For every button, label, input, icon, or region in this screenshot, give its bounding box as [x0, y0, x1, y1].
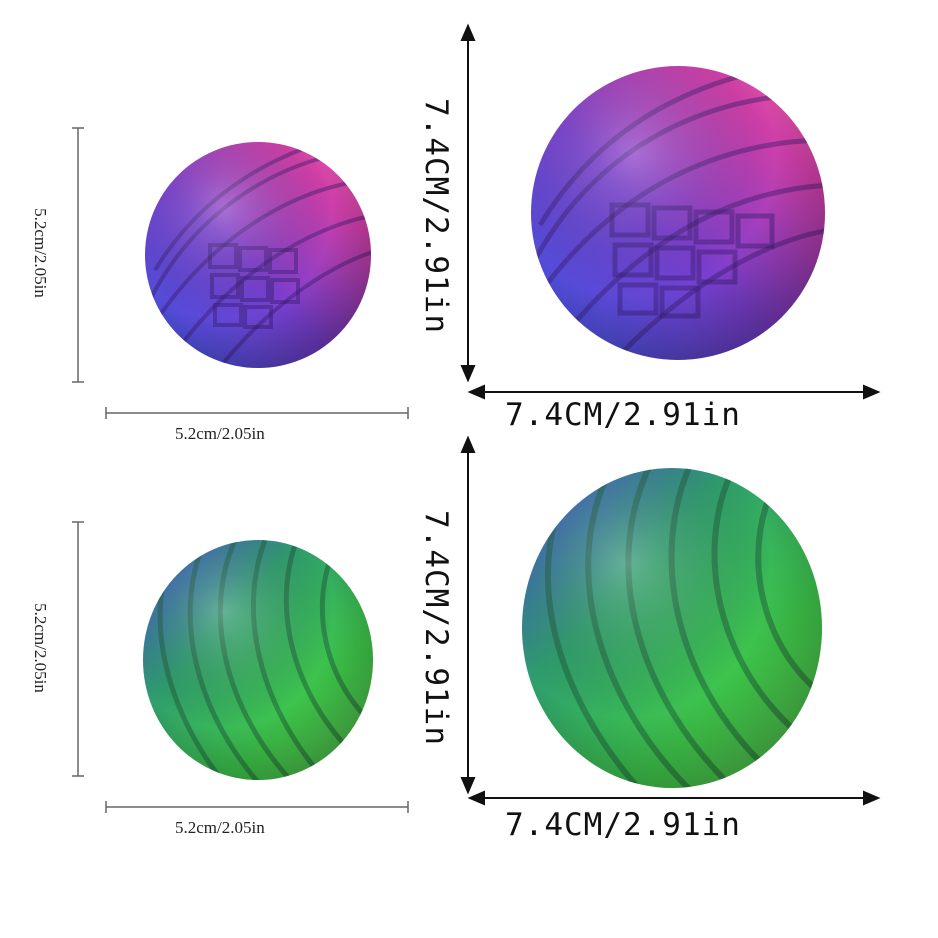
large-green-width-label: 7.4CM/2.91in	[505, 807, 741, 843]
small-green-width-label: 5.2cm/2.05in	[175, 818, 265, 837]
large-green-ball-image	[522, 468, 822, 788]
small-green-ball-image	[143, 540, 373, 780]
small-purple-height-label: 5.2cm/2.05in	[31, 208, 50, 298]
large-green-height-label: 7.4CM/2.91in	[418, 510, 454, 746]
small-purple-width-label: 5.2cm/2.05in	[175, 424, 265, 443]
large-purple-height-label: 7.4CM/2.91in	[418, 98, 454, 334]
large-purple-height-arrow	[460, 23, 476, 383]
small-green-width-line	[105, 801, 409, 813]
small-green-height-line	[72, 521, 84, 777]
large-green-width-arrow	[467, 790, 881, 806]
large-purple-ball-image	[531, 66, 825, 360]
large-purple-width-arrow	[467, 384, 881, 400]
small-green-height-label: 5.2cm/2.05in	[31, 603, 50, 693]
large-purple-width-label: 7.4CM/2.91in	[505, 397, 741, 433]
small-purple-width-line	[105, 407, 409, 419]
small-purple-ball-image	[145, 142, 371, 368]
small-purple-height-line	[72, 127, 84, 383]
large-green-height-arrow	[460, 435, 476, 795]
